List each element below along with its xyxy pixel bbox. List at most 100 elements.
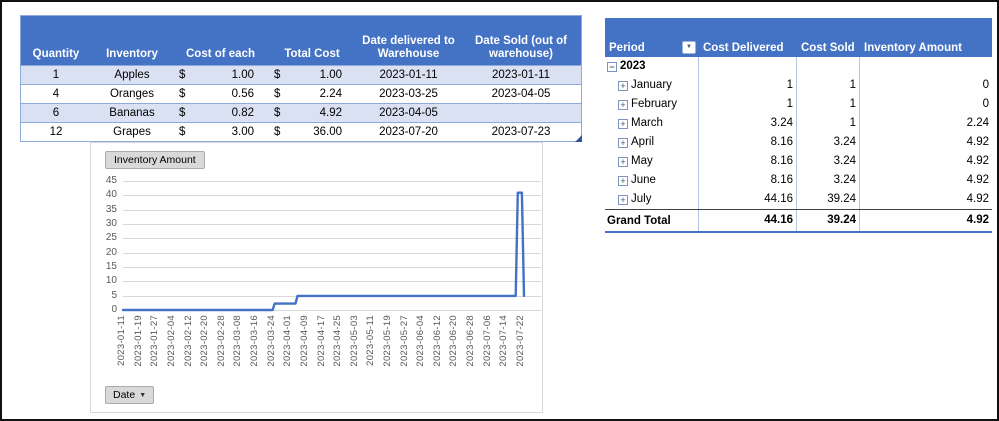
pivot-month-cell[interactable]: + April — [605, 133, 699, 152]
pivot-header-cost-delivered[interactable]: Cost Delivered — [703, 42, 784, 54]
pivot-cell-cost-delivered[interactable]: 1 — [699, 95, 797, 114]
pivot-month-label: March — [631, 117, 663, 129]
pivot-header-cost-sold[interactable]: Cost Sold — [801, 42, 855, 54]
table-row: 1 Apples $1.00 $1.00 2023-01-11 2023-01-… — [21, 65, 581, 84]
y-axis-tick-label: 5 — [111, 289, 117, 301]
pivot-cell-cost-sold[interactable]: 39.24 — [797, 190, 860, 209]
pivot-cell-inventory-amount[interactable]: 4.92 — [966, 155, 989, 167]
inventory-table-header-row: Quantity Inventory Cost of each Total Co… — [21, 16, 581, 65]
pivot-cell-cost-delivered[interactable]: 3.24 — [699, 114, 797, 133]
cell-quantity[interactable]: 12 — [49, 126, 63, 138]
pivot-table: Period ▼ Cost Delivered Cost Sold Invent… — [605, 18, 992, 233]
collapse-icon[interactable]: − — [607, 61, 617, 72]
pivot-month-cell[interactable]: + January — [605, 76, 699, 95]
cost-value: 4.92 — [319, 107, 342, 119]
pivot-cell-inventory-amount[interactable]: 0 — [982, 98, 989, 110]
table-resize-handle[interactable] — [575, 135, 582, 142]
y-gridline — [123, 181, 541, 182]
pivot-cell-cost-sold[interactable] — [797, 57, 860, 76]
cell-quantity[interactable]: 4 — [52, 88, 60, 100]
cell-total-cost[interactable]: $4.92 — [268, 104, 356, 122]
cell-date-sold[interactable] — [461, 104, 581, 122]
cell-date-sold[interactable]: 2023-07-23 — [491, 126, 551, 138]
header-total-cost[interactable]: Total Cost — [284, 48, 340, 60]
currency-symbol: $ — [274, 69, 281, 81]
pivot-cell-cost-sold[interactable]: 3.24 — [797, 152, 860, 171]
pivot-month-cell[interactable]: + June — [605, 171, 699, 190]
expand-icon[interactable]: + — [618, 99, 628, 110]
pivot-cell-cost-sold[interactable]: 1 — [797, 114, 860, 133]
cell-total-cost[interactable]: $36.00 — [268, 123, 356, 141]
cell-date-delivered[interactable]: 2023-03-25 — [379, 88, 438, 100]
cell-date-delivered[interactable]: 2023-04-05 — [379, 107, 438, 119]
header-date-sold[interactable]: Date Sold (out of warehouse) — [475, 35, 567, 60]
pivot-cell-cost-sold[interactable]: 3.24 — [797, 133, 860, 152]
expand-icon[interactable]: + — [618, 137, 628, 148]
pivot-cell-cost-delivered[interactable]: 8.16 — [699, 171, 797, 190]
pivot-cell-inventory-amount[interactable]: 4.92 — [966, 174, 989, 186]
pivot-chart[interactable]: 0 5 10 15 20 25 30 35 40 45 2023-01-11 2023-01-19 20… — [90, 142, 543, 413]
y-axis-tick-label: 25 — [105, 232, 117, 244]
header-date-delivered[interactable]: Date delivered to Warehouse — [362, 35, 455, 60]
cell-date-sold[interactable]: 2023-01-11 — [492, 69, 550, 81]
header-cost-of-each[interactable]: Cost of each — [185, 48, 255, 60]
pivot-cell-cost-delivered[interactable]: 1 — [699, 76, 797, 95]
pivot-month-cell[interactable]: + May — [605, 152, 699, 171]
pivot-cell-cost-sold[interactable]: 1 — [797, 95, 860, 114]
expand-icon[interactable]: + — [618, 156, 628, 167]
expand-icon[interactable]: + — [618, 194, 628, 205]
y-gridline — [123, 310, 541, 311]
cell-inventory[interactable]: Bananas — [109, 107, 155, 119]
pivot-cell-cost-sold[interactable]: 1 — [797, 76, 860, 95]
pivot-month-label: January — [631, 79, 672, 91]
pivot-cell-cost-delivered[interactable] — [699, 57, 797, 76]
pivot-header-period[interactable]: Period ▼ — [605, 18, 699, 57]
pivot-month-cell[interactable]: + March — [605, 114, 699, 133]
expand-icon[interactable]: + — [618, 118, 628, 129]
cell-cost-of-each[interactable]: $3.00 — [173, 123, 268, 141]
cell-inventory[interactable]: Grapes — [113, 126, 151, 138]
cell-cost-of-each[interactable]: $0.56 — [173, 85, 268, 103]
grand-total-label[interactable]: Grand Total — [605, 210, 699, 231]
pivot-cell-inventory-amount[interactable]: 4.92 — [966, 136, 989, 148]
pivot-month-label: May — [631, 155, 653, 167]
table-row: 6 Bananas $0.82 $4.92 2023-04-05 — [21, 103, 581, 122]
value-field-button[interactable]: Inventory Amount — [105, 151, 205, 169]
expand-icon[interactable]: + — [618, 175, 628, 186]
cell-inventory[interactable]: Oranges — [109, 88, 155, 100]
pivot-cell-cost-delivered[interactable]: 44.16 — [699, 190, 797, 209]
cell-date-delivered[interactable]: 2023-07-20 — [379, 126, 438, 138]
pivot-cell-cost-sold[interactable]: 3.24 — [797, 171, 860, 190]
pivot-cell-inventory-amount[interactable]: 4.92 — [966, 193, 989, 205]
pivot-cell-inventory-amount[interactable]: 0 — [982, 79, 989, 91]
pivot-month-label: June — [631, 174, 656, 186]
cell-cost-of-each[interactable]: $0.82 — [173, 104, 268, 122]
expand-icon[interactable]: + — [618, 80, 628, 91]
y-gridline — [123, 267, 541, 268]
header-quantity[interactable]: Quantity — [32, 48, 80, 60]
cell-total-cost[interactable]: $1.00 — [268, 66, 356, 84]
cell-cost-of-each[interactable]: $1.00 — [173, 66, 268, 84]
cell-date-delivered[interactable]: 2023-01-11 — [379, 69, 438, 81]
axis-field-button[interactable]: Date ▼ — [105, 386, 155, 404]
cell-date-sold[interactable]: 2023-04-05 — [491, 88, 551, 100]
cell-quantity[interactable]: 6 — [52, 107, 60, 119]
pivot-cell-inventory-amount[interactable]: 2.24 — [966, 117, 989, 129]
pivot-cell-cost-delivered[interactable]: 8.16 — [699, 152, 797, 171]
pivot-header-inventory-amount[interactable]: Inventory Amount — [864, 42, 962, 54]
pivot-cell-inventory-amount[interactable] — [860, 57, 992, 76]
cell-total-cost[interactable]: $2.24 — [268, 85, 356, 103]
pivot-month-cell[interactable]: + July — [605, 190, 699, 209]
pivot-year-cell[interactable]: −2023 — [605, 57, 699, 76]
inventory-amount-series-line[interactable] — [91, 143, 542, 412]
pivot-cell-cost-delivered[interactable]: 8.16 — [699, 133, 797, 152]
grand-total-cost-delivered[interactable]: 44.16 — [699, 210, 797, 231]
cell-quantity[interactable]: 1 — [52, 69, 60, 81]
period-filter-dropdown-icon[interactable]: ▼ — [682, 41, 696, 54]
grand-total-cost-sold[interactable]: 39.24 — [797, 210, 860, 231]
grand-total-inventory-amount[interactable]: 4.92 — [966, 214, 989, 226]
pivot-month-cell[interactable]: + February — [605, 95, 699, 114]
currency-symbol: $ — [274, 107, 281, 119]
header-inventory[interactable]: Inventory — [106, 48, 158, 60]
cell-inventory[interactable]: Apples — [114, 69, 150, 81]
